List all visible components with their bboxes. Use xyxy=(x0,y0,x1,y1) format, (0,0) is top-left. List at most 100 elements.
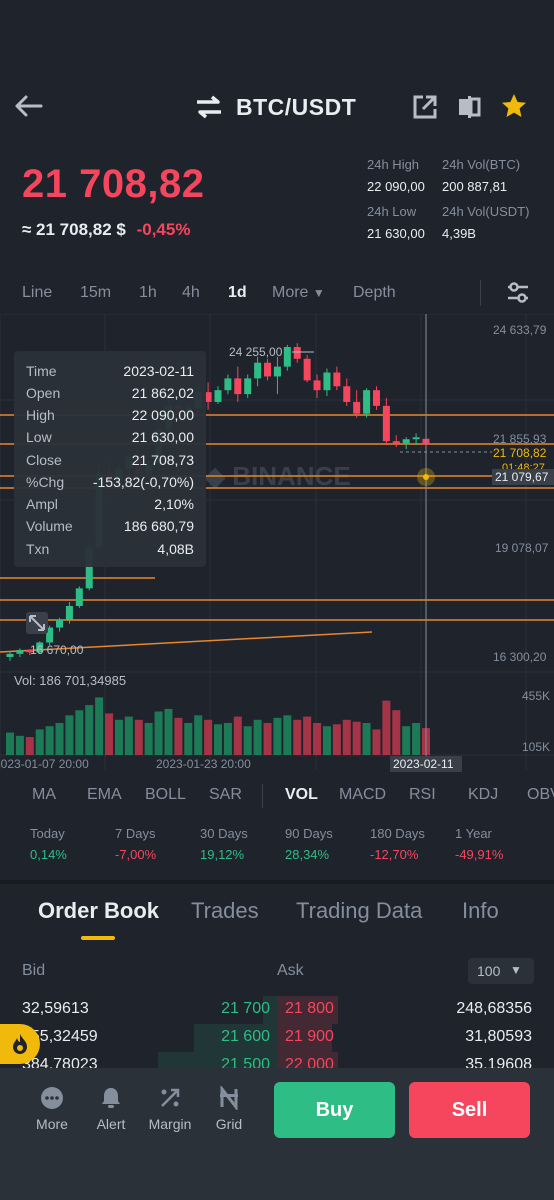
candle-body xyxy=(363,390,371,414)
price-usd-row: ≈ 21 708,82 $ -0,45% xyxy=(22,220,190,240)
indicator-obv[interactable]: OBV xyxy=(527,786,554,803)
tooltip-value: 21 862,02 xyxy=(131,385,194,401)
tooltip-value: 22 090,00 xyxy=(131,407,194,423)
candlestick-chart[interactable]: ◆ BINANCE 24 633,79 21 855,93 19 078,07 … xyxy=(0,314,554,776)
tab-trading-data[interactable]: Trading Data xyxy=(296,898,423,923)
tab-more[interactable]: More ▼ xyxy=(272,284,325,302)
expand-icon[interactable] xyxy=(26,612,48,634)
bid-price: 21 600 xyxy=(221,1028,270,1045)
candle-body xyxy=(402,439,410,444)
bid-quantity: 455,32459 xyxy=(22,1028,98,1045)
volume-bar xyxy=(342,719,351,755)
volume-bar xyxy=(392,710,401,755)
volume-bar xyxy=(402,726,411,755)
indicator-ma[interactable]: MA xyxy=(32,786,56,803)
tab-1h[interactable]: 1h xyxy=(139,284,157,301)
tooltip-row-open: Open 21 862,02 xyxy=(26,385,194,407)
volume-bar xyxy=(164,708,173,755)
fire-fab-icon[interactable] xyxy=(0,1024,40,1064)
perf-label: 1 Year xyxy=(455,826,492,841)
candle-body xyxy=(333,372,341,387)
candle-body xyxy=(56,619,64,628)
perf-label: 180 Days xyxy=(370,826,425,841)
perf-value: 0,14% xyxy=(30,847,67,862)
tab-depth[interactable]: Depth xyxy=(353,284,396,301)
nav-more[interactable]: More xyxy=(22,1086,82,1132)
buy-button[interactable]: Buy xyxy=(274,1082,395,1138)
volume-label: Vol: 186 701,34985 xyxy=(14,673,126,688)
nav-more-label: More xyxy=(36,1116,68,1132)
bid-price: 21 700 xyxy=(221,1000,270,1017)
section-divider xyxy=(0,880,554,884)
tooltip-value: 2,10% xyxy=(154,496,194,512)
volume-bar xyxy=(124,716,133,755)
candle-body xyxy=(244,378,252,395)
nav-alert[interactable]: Alert xyxy=(81,1086,141,1132)
indicator-vol[interactable]: VOL xyxy=(285,786,318,803)
nav-margin[interactable]: Margin xyxy=(140,1086,200,1132)
nav-grid[interactable]: Grid xyxy=(199,1086,259,1132)
orderbook-row[interactable]: 32,59613 21 700 21 800 248,68356 xyxy=(0,996,554,1024)
indicator-rsi[interactable]: RSI xyxy=(409,786,436,803)
volume-bar xyxy=(65,715,74,755)
indicator-kdj[interactable]: KDJ xyxy=(468,786,499,803)
tooltip-value: 186 680,79 xyxy=(123,518,194,534)
chart-settings-icon[interactable] xyxy=(506,282,530,309)
indicator-boll[interactable]: BOLL xyxy=(145,786,186,803)
cursor-price-label: 21 079,67 xyxy=(495,470,549,484)
tooltip-key: Low xyxy=(26,429,52,445)
candle-body xyxy=(204,392,212,402)
perf-label: Today xyxy=(30,826,65,841)
tab-line[interactable]: Line xyxy=(22,284,53,301)
tab-trades[interactable]: Trades xyxy=(191,898,259,923)
volume-bar xyxy=(253,719,262,755)
indicator-tabs: MA EMA BOLL SAR VOL MACD RSI KDJ OBV xyxy=(0,782,554,810)
indicator-macd[interactable]: MACD xyxy=(339,786,387,803)
candle-body xyxy=(392,441,400,444)
volume-bar xyxy=(154,711,163,755)
price-change-percent: -0,45% xyxy=(136,220,191,239)
indicator-sar[interactable]: SAR xyxy=(209,786,242,803)
layout-switch-icon[interactable] xyxy=(456,94,482,120)
last-price: 21 708,82 xyxy=(22,162,205,206)
tab-info[interactable]: Info xyxy=(462,898,499,923)
vol-btc-value: 200 887,81 xyxy=(442,179,508,194)
favorite-star-icon[interactable] xyxy=(500,92,528,120)
tab-order-book[interactable]: Order Book xyxy=(38,898,160,923)
tab-15m[interactable]: 15m xyxy=(80,284,112,301)
tooltip-row-change: %Chg -153,82(-0,70%) xyxy=(26,474,194,496)
indicator-ema[interactable]: EMA xyxy=(87,786,122,803)
candle-body xyxy=(6,653,14,658)
perf-today: Today 0,14% xyxy=(30,826,67,862)
ask-quantity: 248,68356 xyxy=(456,1000,532,1017)
grid-bot-icon xyxy=(220,1086,238,1110)
perf-value: 19,12% xyxy=(200,847,245,862)
tooltip-row-time: Time 2023-02-11 xyxy=(26,363,194,385)
high-label: 24h High xyxy=(367,157,420,172)
volume-bar xyxy=(75,710,84,755)
candle-body xyxy=(85,547,93,589)
y-tick-label: 19 078,07 xyxy=(495,541,549,555)
volume-bar xyxy=(362,723,371,755)
depth-select[interactable]: 100 ▼ xyxy=(468,958,534,984)
tooltip-value: -153,82(-0,70%) xyxy=(92,474,194,490)
volume-bar xyxy=(144,723,153,755)
volume-bar xyxy=(303,716,312,755)
candle-body xyxy=(372,390,380,406)
tooltip-key: Close xyxy=(26,452,62,468)
back-arrow-icon[interactable] xyxy=(14,94,44,118)
orderbook-row[interactable]: 455,32459 21 600 21 900 31,80593 xyxy=(0,1024,554,1052)
tab-4h[interactable]: 4h xyxy=(182,284,200,301)
pair-selector[interactable]: BTC/USDT xyxy=(194,92,356,122)
low-value: 21 630,00 xyxy=(367,226,425,241)
perf-value: -12,70% xyxy=(370,847,419,862)
share-icon[interactable] xyxy=(412,94,438,120)
volume-bar xyxy=(85,705,94,755)
tab-1d[interactable]: 1d xyxy=(228,284,247,301)
tab-divider xyxy=(480,280,481,306)
sell-button[interactable]: Sell xyxy=(409,1082,530,1138)
ask-label: Ask xyxy=(277,962,304,979)
volume-bar xyxy=(233,716,242,755)
candle-body xyxy=(46,627,54,643)
vol-usdt-label: 24h Vol(USDT) xyxy=(442,204,530,219)
